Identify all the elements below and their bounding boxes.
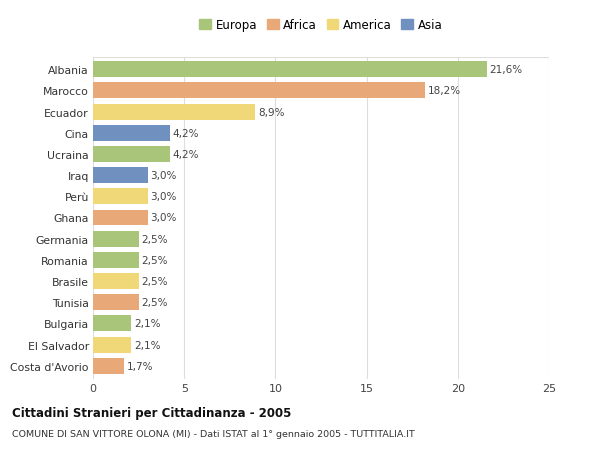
Bar <box>93 104 256 120</box>
Text: 1,7%: 1,7% <box>127 361 153 371</box>
Text: 3,0%: 3,0% <box>151 171 177 181</box>
Bar <box>93 189 148 205</box>
Bar <box>93 295 139 310</box>
Bar <box>93 358 124 374</box>
Bar <box>93 274 139 289</box>
Text: 21,6%: 21,6% <box>490 65 523 75</box>
Text: 2,5%: 2,5% <box>142 276 168 286</box>
Text: 2,5%: 2,5% <box>142 297 168 308</box>
Text: 3,0%: 3,0% <box>151 213 177 223</box>
Bar <box>93 231 139 247</box>
Bar <box>93 210 148 226</box>
Text: COMUNE DI SAN VITTORE OLONA (MI) - Dati ISTAT al 1° gennaio 2005 - TUTTITALIA.IT: COMUNE DI SAN VITTORE OLONA (MI) - Dati … <box>12 429 415 438</box>
Bar <box>93 62 487 78</box>
Bar <box>93 147 170 162</box>
Bar <box>93 83 425 99</box>
Bar <box>93 126 170 141</box>
Legend: Europa, Africa, America, Asia: Europa, Africa, America, Asia <box>197 17 445 34</box>
Bar <box>93 252 139 268</box>
Text: 2,1%: 2,1% <box>134 340 161 350</box>
Text: 2,5%: 2,5% <box>142 234 168 244</box>
Text: Cittadini Stranieri per Cittadinanza - 2005: Cittadini Stranieri per Cittadinanza - 2… <box>12 406 292 419</box>
Text: 4,2%: 4,2% <box>172 150 199 160</box>
Text: 2,5%: 2,5% <box>142 255 168 265</box>
Bar <box>93 337 131 353</box>
Text: 3,0%: 3,0% <box>151 192 177 202</box>
Bar <box>93 168 148 184</box>
Text: 4,2%: 4,2% <box>172 129 199 139</box>
Bar <box>93 316 131 332</box>
Text: 18,2%: 18,2% <box>428 86 461 96</box>
Text: 2,1%: 2,1% <box>134 319 161 329</box>
Text: 8,9%: 8,9% <box>258 107 284 118</box>
